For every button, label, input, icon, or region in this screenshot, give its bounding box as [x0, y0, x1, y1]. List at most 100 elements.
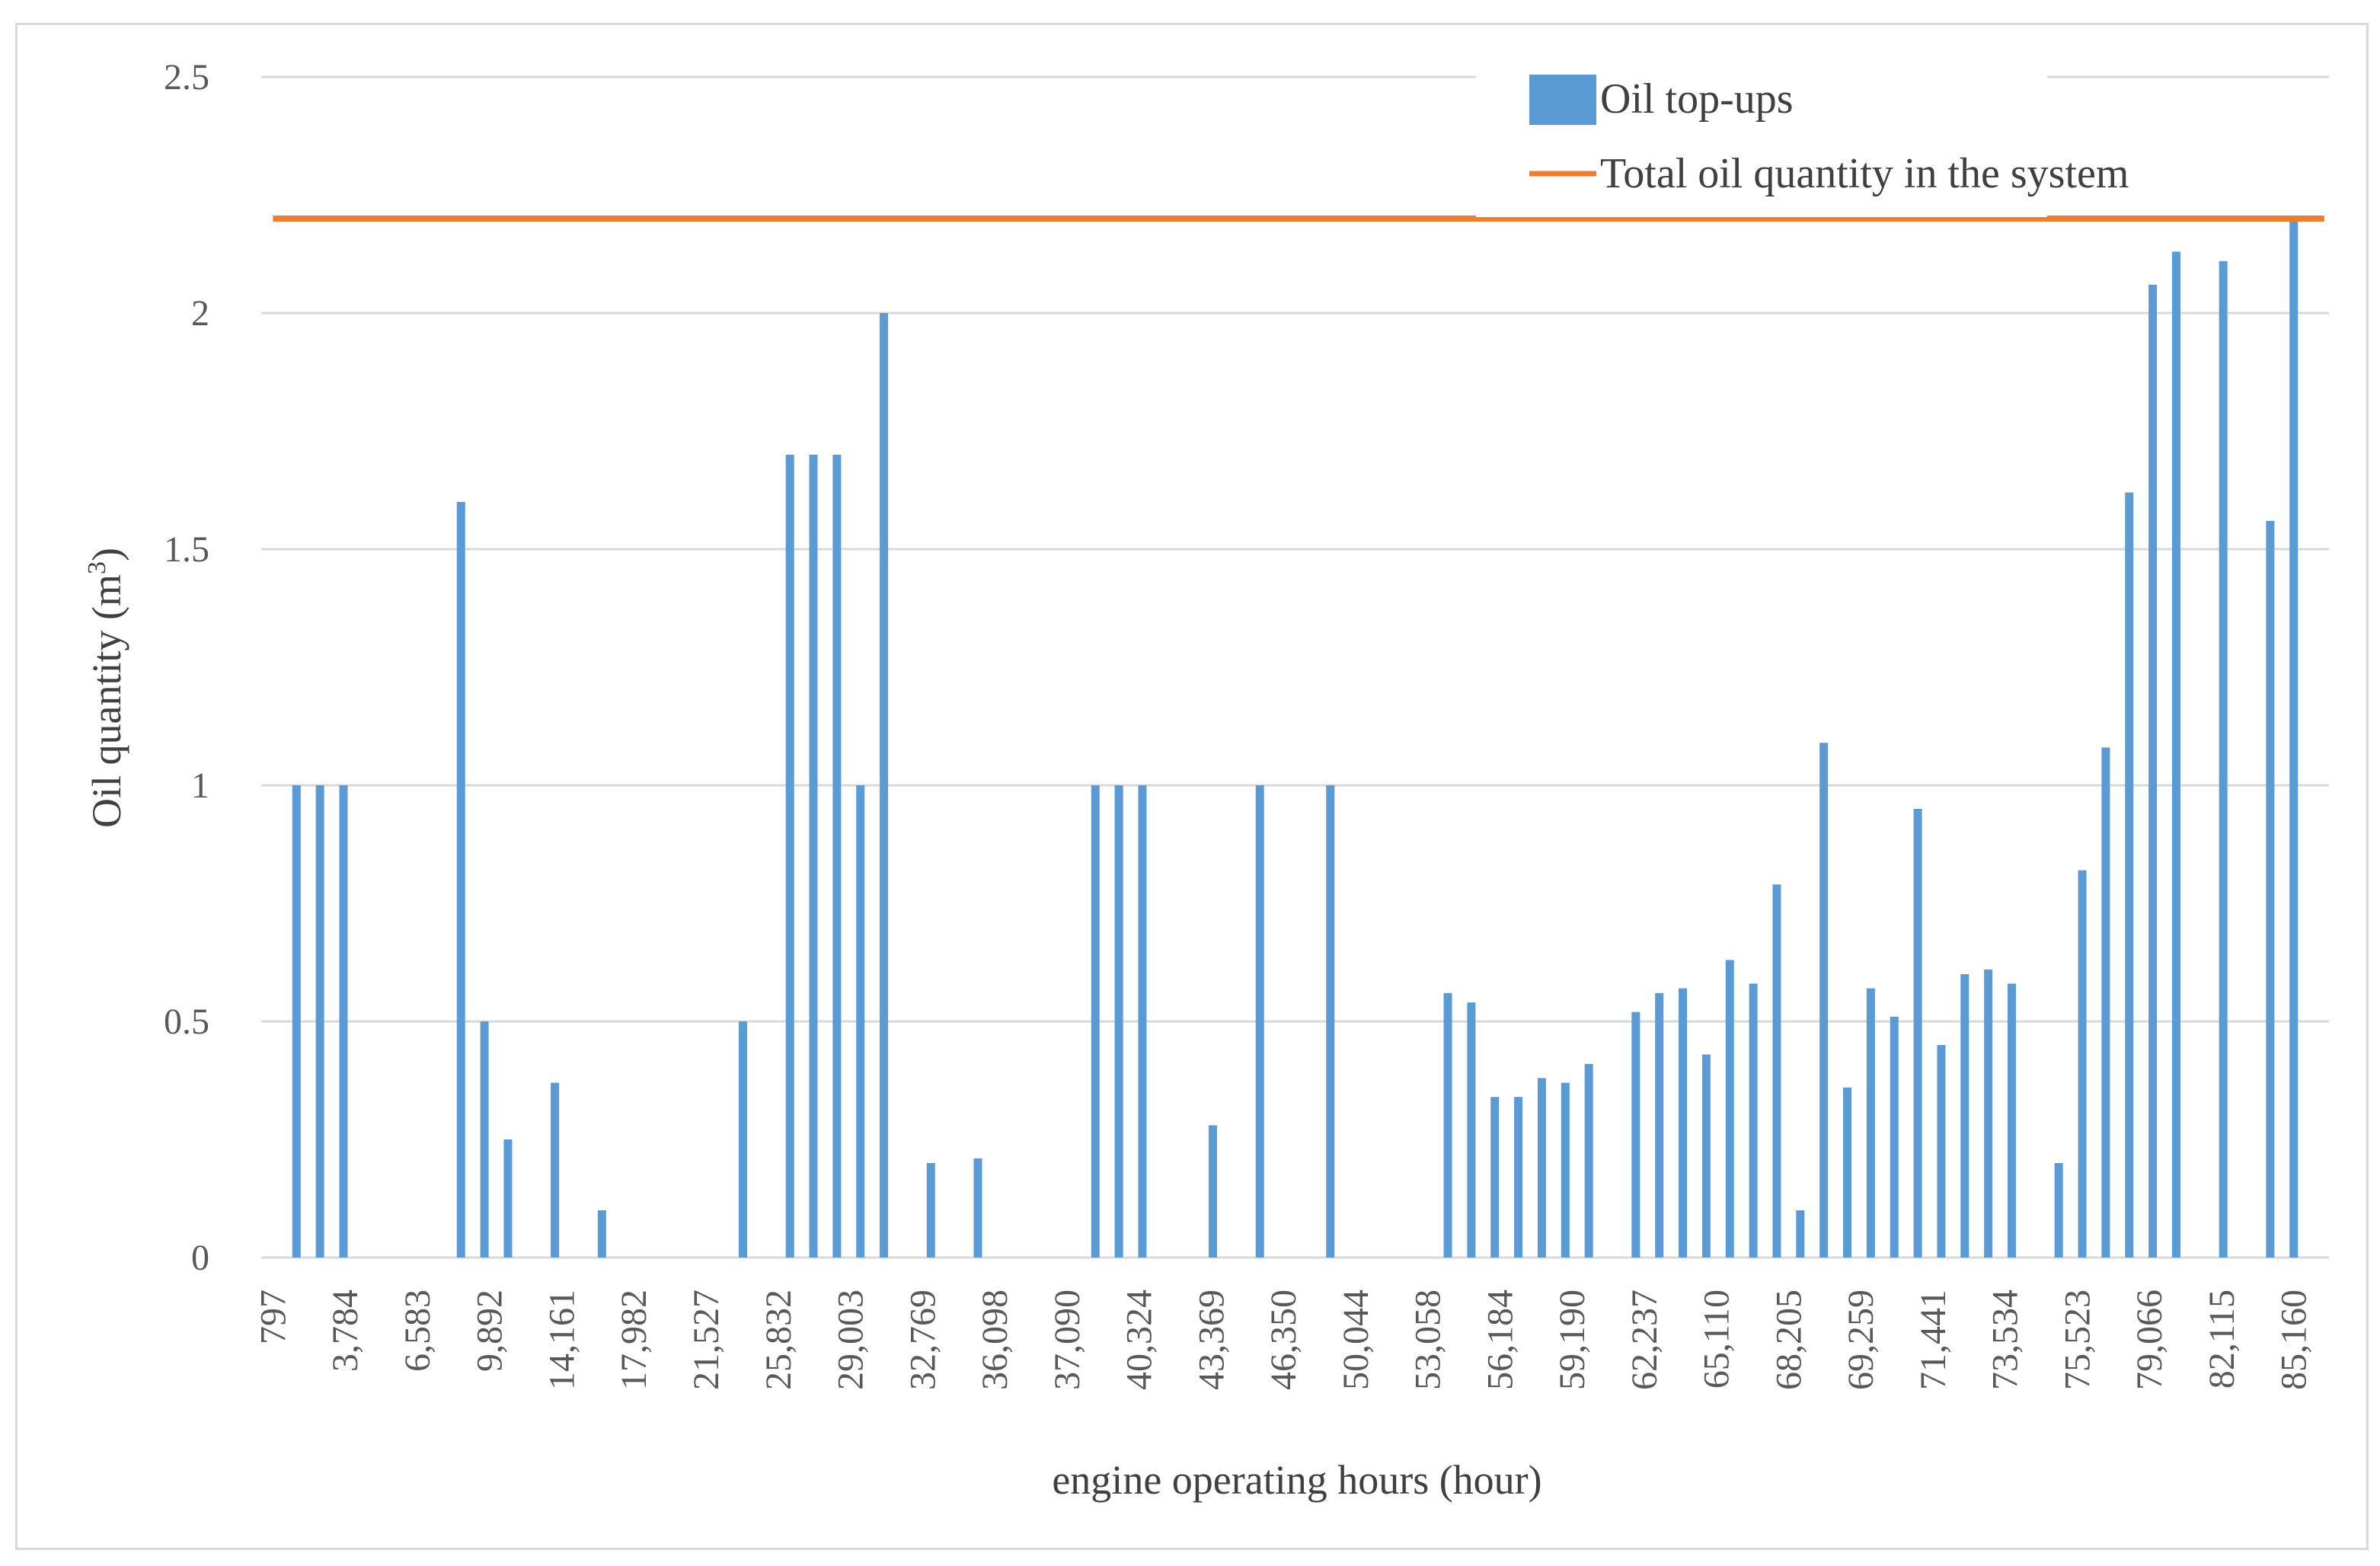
bar-oil-top-up: [1725, 960, 1734, 1258]
oil-chart: 0 0.5 1 1.5 2 2.5 797 3,784 6,583 9,892 14,161 17,…: [83, 57, 2329, 1503]
bar-oil-top-up: [1960, 974, 1969, 1258]
bar-oil-top-up: [1796, 1210, 1805, 1258]
y-tick-label: 0: [191, 1238, 209, 1278]
bar-oil-top-up: [480, 1021, 489, 1258]
bar-oil-top-up: [2289, 219, 2299, 1258]
x-tick-label: 56,184: [1480, 1290, 1520, 1390]
x-tick-label: 25,832: [759, 1290, 799, 1390]
y-tick-label: 2.5: [164, 57, 209, 97]
bar-oil-top-up: [832, 455, 842, 1258]
x-tick-label: 46,350: [1263, 1290, 1304, 1390]
bar-oil-top-up: [926, 1163, 935, 1258]
x-tick-label: 71,441: [1913, 1290, 1954, 1390]
gridlines: [261, 75, 2329, 1259]
x-tick-label: 6,583: [398, 1290, 438, 1372]
bar-oil-top-up: [1701, 1054, 1711, 1258]
bar-oil-top-up: [1984, 969, 1993, 1258]
legend-label-total-oil: Total oil quantity in the system: [1600, 150, 2129, 197]
x-tick-label: 3,784: [325, 1290, 366, 1372]
x-tick-label: 9,892: [470, 1290, 510, 1372]
x-tick-label: 17,982: [614, 1290, 654, 1390]
x-tick-label: 59,190: [1552, 1290, 1593, 1390]
x-tick-label: 73,534: [1985, 1290, 2026, 1390]
x-tick-label: 65,110: [1697, 1290, 1737, 1389]
y-axis-title: Oil quantity (m3): [83, 548, 129, 828]
x-tick-label: 85,160: [2274, 1290, 2315, 1390]
bar-oil-top-up: [1091, 785, 1100, 1258]
x-tick-label: 14,161: [541, 1290, 582, 1390]
bar-oil-top-up: [2171, 251, 2180, 1258]
bar-oil-top-up: [551, 1082, 560, 1258]
y-axis-ticks: 0 0.5 1 1.5 2 2.5: [164, 57, 209, 1278]
x-tick-label: 36,098: [975, 1290, 1015, 1390]
bar-oil-top-up: [1631, 1012, 1640, 1258]
bar-oil-top-up: [1584, 1063, 1593, 1258]
bar-oil-top-up: [597, 1210, 606, 1258]
legend-swatch-oil-top-ups: [1529, 75, 1596, 125]
bar-oil-top-up: [1937, 1045, 1946, 1258]
bar-oil-top-up: [1866, 988, 1875, 1258]
bar-oil-top-up: [856, 785, 865, 1258]
bar-oil-top-up: [315, 785, 324, 1258]
bar-oil-top-up: [1490, 1097, 1500, 1258]
bar-oil-top-up: [1209, 1125, 1218, 1258]
bar-oil-top-up: [1749, 983, 1758, 1258]
bar-oil-top-up: [1655, 992, 1664, 1258]
y-tick-label: 1.5: [164, 529, 209, 570]
bar-oil-top-up: [738, 1021, 747, 1258]
x-tick-label: 62,237: [1624, 1290, 1665, 1390]
x-tick-label: 79,066: [2129, 1290, 2170, 1390]
chart-frame: 0 0.5 1 1.5 2 2.5 797 3,784 6,583 9,892 14,161 17,…: [15, 23, 2369, 1550]
x-tick-label: 75,523: [2057, 1290, 2097, 1390]
bar-oil-top-up: [785, 455, 794, 1258]
x-tick-label: 32,769: [902, 1290, 943, 1390]
bar-oil-top-up: [973, 1158, 982, 1258]
x-tick-label: 43,369: [1191, 1290, 1232, 1390]
bar-oil-top-up: [880, 313, 889, 1258]
bar-oil-top-up: [1913, 809, 1922, 1258]
x-tick-label: 53,058: [1408, 1290, 1449, 1390]
bar-oil-top-up: [1772, 884, 1781, 1258]
bar-oil-top-up: [1467, 1002, 1476, 1258]
bar-oil-top-up: [809, 455, 818, 1258]
x-tick-label: 797: [253, 1290, 293, 1344]
x-tick-label: 21,527: [686, 1290, 727, 1390]
bar-oil-top-up: [503, 1139, 513, 1258]
bar-oil-top-up: [2078, 870, 2087, 1258]
bar-oil-top-up: [1255, 785, 1264, 1258]
bar-oil-top-up: [1819, 743, 1829, 1258]
bar-oil-top-up: [292, 785, 301, 1258]
y-tick-label: 2: [191, 293, 209, 334]
x-tick-label: 69,259: [1841, 1290, 1881, 1390]
y-tick-label: 0.5: [164, 1002, 209, 1042]
bar-oil-top-up: [1537, 1078, 1546, 1258]
bar-oil-top-up: [2007, 983, 2016, 1258]
bar-oil-top-up: [1514, 1097, 1523, 1258]
bar-oil-top-up: [1890, 1016, 1899, 1258]
x-axis-ticks: 797 3,784 6,583 9,892 14,161 17,982 21,527 25,8…: [253, 1290, 2314, 1390]
bar-oil-top-up: [1561, 1082, 1570, 1258]
bar-oil-top-up: [339, 785, 348, 1258]
x-tick-label: 29,003: [831, 1290, 871, 1390]
bar-oil-top-up: [1326, 785, 1335, 1258]
bar-oil-top-up: [2054, 1163, 2063, 1258]
bar-oil-top-up: [1843, 1087, 1852, 1258]
x-tick-label: 37,090: [1047, 1290, 1088, 1390]
bar-oil-top-up: [1114, 785, 1123, 1258]
bar-oil-top-up: [2125, 492, 2134, 1258]
legend: Oil top-ups Total oil quantity in the sy…: [1476, 65, 2129, 217]
x-tick-label: 40,324: [1120, 1290, 1160, 1390]
bar-oil-top-up: [2101, 747, 2110, 1258]
x-tick-label: 50,044: [1336, 1290, 1376, 1390]
x-axis-title: engine operating hours (hour): [1052, 1457, 1541, 1503]
bar-oil-top-up: [1138, 785, 1147, 1258]
x-tick-label: 68,205: [1768, 1290, 1809, 1390]
bar-oil-top-up: [2266, 520, 2275, 1258]
bar-oil-top-up: [1443, 992, 1452, 1258]
bar-oil-top-up: [456, 502, 465, 1258]
x-tick-label: 82,115: [2202, 1290, 2242, 1389]
bar-oil-top-up: [1679, 988, 1688, 1258]
bar-oil-top-up: [2219, 260, 2228, 1258]
legend-label-oil-top-ups: Oil top-ups: [1600, 75, 1794, 123]
bars-oil-top-ups: [292, 219, 2299, 1258]
